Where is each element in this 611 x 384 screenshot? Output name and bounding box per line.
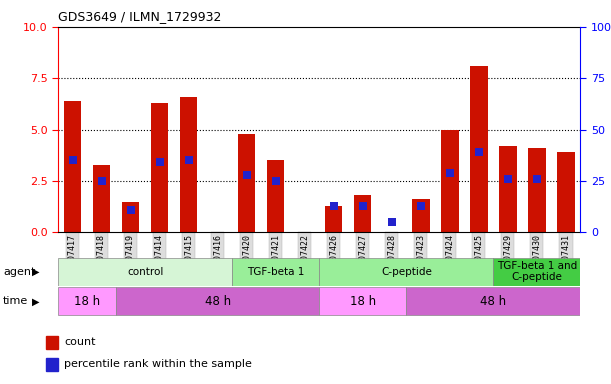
Text: ▶: ▶ [32, 267, 39, 277]
Bar [267, 161, 285, 232]
Text: percentile rank within the sample: percentile rank within the sample [64, 359, 252, 369]
Bar [412, 199, 430, 232]
Bar [493, 258, 580, 286]
Text: C-peptide: C-peptide [381, 266, 432, 277]
Bar [151, 103, 169, 232]
Text: GDS3649 / ILMN_1729932: GDS3649 / ILMN_1729932 [58, 10, 221, 23]
Bar [557, 152, 574, 232]
Bar [93, 164, 110, 232]
Bar [406, 287, 580, 315]
Bar [46, 336, 58, 349]
Text: 18 h: 18 h [349, 295, 376, 308]
Text: TGF-beta 1 and
C-peptide: TGF-beta 1 and C-peptide [497, 261, 577, 283]
Bar [238, 134, 255, 232]
Bar [232, 258, 319, 286]
Bar [64, 101, 81, 232]
Text: 48 h: 48 h [480, 295, 507, 308]
Bar [441, 130, 458, 232]
Text: time: time [3, 296, 28, 306]
Bar [325, 205, 342, 232]
Text: 48 h: 48 h [205, 295, 231, 308]
Text: ▶: ▶ [32, 296, 39, 306]
Bar [499, 146, 516, 232]
Bar [122, 202, 139, 232]
Text: TGF-beta 1: TGF-beta 1 [247, 266, 304, 277]
Bar [470, 66, 488, 232]
Bar [319, 258, 493, 286]
Text: control: control [127, 266, 163, 277]
Text: 18 h: 18 h [74, 295, 100, 308]
Bar [354, 195, 371, 232]
Text: count: count [64, 337, 96, 347]
Bar [528, 148, 546, 232]
Bar [58, 258, 232, 286]
Bar [319, 287, 406, 315]
Bar [116, 287, 319, 315]
Bar [46, 358, 58, 371]
Bar [180, 97, 197, 232]
Bar [58, 287, 116, 315]
Text: agent: agent [3, 267, 35, 277]
